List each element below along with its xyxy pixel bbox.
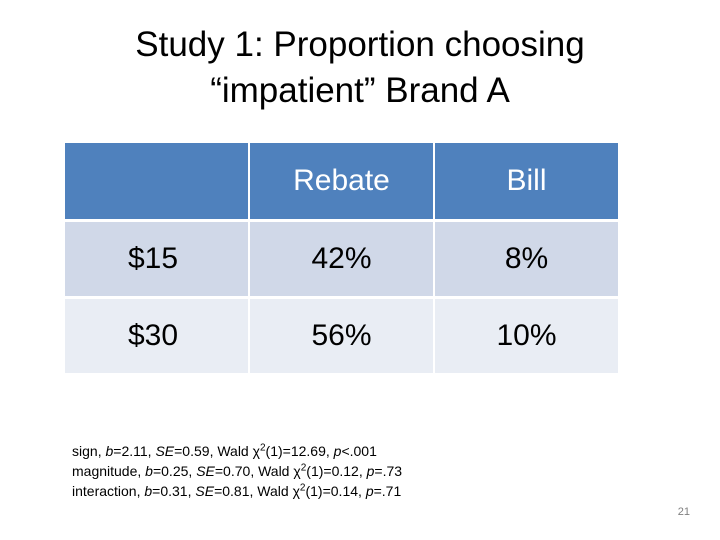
stat-wald-value: (1)=12.69 [265,443,326,459]
stat-p-value: <.001 [341,443,377,459]
slide-title: Study 1: Proportion choosing “impatient”… [60,22,660,114]
stat-se-label: SE [155,443,175,459]
stat-wald-exponent: 2 [300,462,307,474]
stat-b-label: b [144,483,153,499]
stat-b-value: =0.31 [152,483,188,499]
stat-se-label: SE [196,463,215,479]
stat-wald-value: (1)=0.12 [306,463,359,479]
stat-wald-label: Wald χ [257,483,300,499]
results-table: Rebate Bill $15 42% 8% $30 56% 10% [65,143,618,376]
stat-se-value: =0.81 [214,483,250,499]
table-row: $30 56% 10% [65,297,618,376]
stat-b-value: =2.11 [113,443,148,459]
stat-line-sign: sign, b=2.11, SE=0.59, Wald χ2(1)=12.69,… [72,442,377,459]
stat-p-value: =.73 [374,463,403,479]
page-number: 21 [677,506,690,518]
row-label-30: $30 [65,297,250,376]
cell-15-bill: 8% [434,220,618,299]
stat-wald-label: Wald χ [217,443,260,459]
table-header-row: Rebate Bill [65,143,618,222]
header-cell-empty [65,143,250,222]
stat-p-value: =.71 [373,483,402,499]
stat-b-label: b [145,463,153,479]
row-label-15: $15 [65,220,250,299]
stat-term: magnitude [72,463,138,479]
stat-term: sign [72,443,98,459]
stat-p-label: p [366,463,375,479]
stat-b-label: b [105,443,114,459]
stat-wald-value: (1)=0.14 [305,483,359,499]
stat-wald-exponent: 2 [259,442,266,454]
header-cell-bill: Bill [434,143,618,222]
stat-line-magnitude: magnitude, b=0.25, SE=0.70, Wald χ2(1)=0… [72,462,403,479]
slide-title-line-1: Study 1: Proportion choosing [135,25,585,64]
stat-wald-exponent: 2 [299,482,306,494]
slide-title-line-2: “impatient” Brand A [210,71,510,110]
header-cell-rebate: Rebate [249,143,435,222]
cell-15-rebate: 42% [249,220,435,299]
stat-term: interaction [72,483,137,499]
statistics-block: sign, b=2.11, SE=0.59, Wald χ2(1)=12.69,… [72,441,402,501]
stat-line-interaction: interaction, b=0.31, SE=0.81, Wald χ2(1)… [72,482,402,499]
stat-wald-label: Wald χ [258,463,301,479]
stat-p-label: p [365,483,374,499]
stat-se-value: =0.59 [174,443,210,459]
cell-30-bill: 10% [434,297,618,376]
stat-b-value: =0.25 [152,463,189,479]
stat-p-label: p [333,443,342,459]
stat-se-value: =0.70 [214,463,251,479]
table-row: $15 42% 8% [65,220,618,299]
cell-30-rebate: 56% [249,297,435,376]
stat-se-label: SE [195,483,215,499]
